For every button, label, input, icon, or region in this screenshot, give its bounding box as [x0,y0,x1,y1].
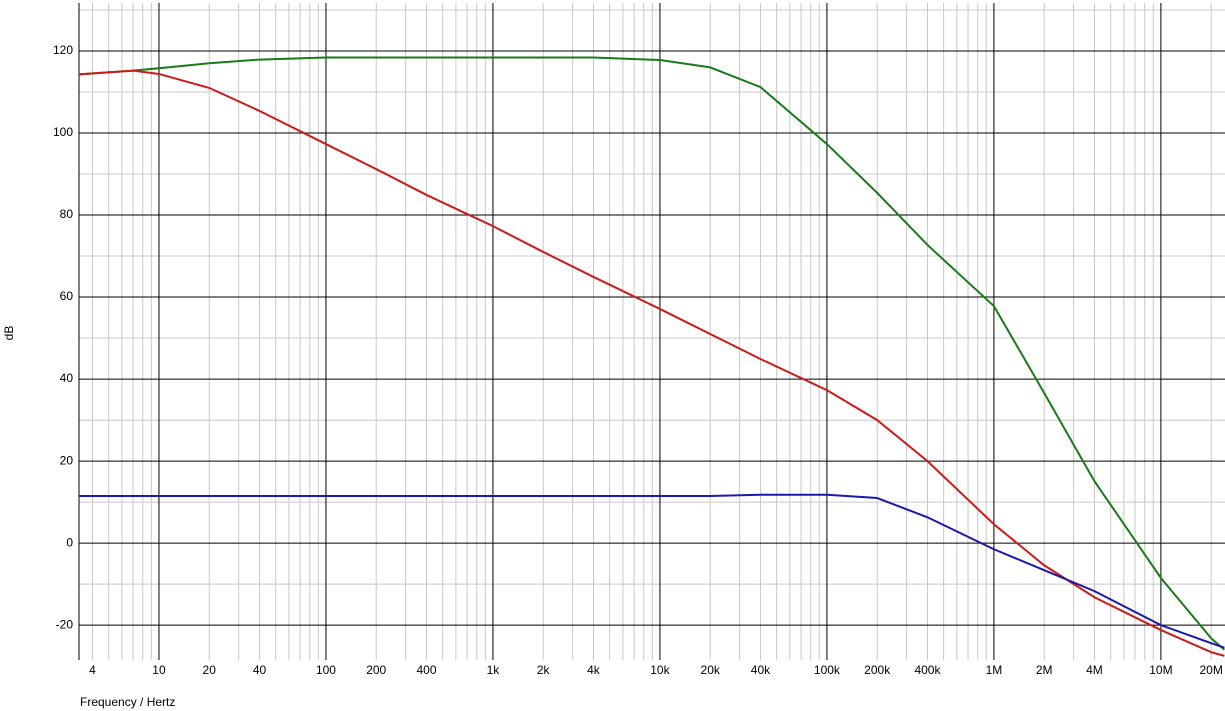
y-tick-label: 100 [53,125,73,139]
x-tick-label: 1k [487,663,501,677]
x-tick-label: 2k [537,663,551,677]
x-tick-label: 4k [587,663,601,677]
series-line [79,56,1225,651]
x-tick-label: 100 [316,663,336,677]
grid [79,3,1225,660]
x-tick-label: 200k [864,663,891,677]
y-tick-label: 120 [53,43,73,57]
y-tick-label: 0 [66,535,73,549]
y-tick-label: -20 [56,617,74,631]
x-tick-label: 400k [914,663,941,677]
x-tick-label: 40 [253,663,267,677]
x-tick-label: 4 [89,663,96,677]
x-tick-label: 10M [1149,663,1172,677]
x-axis-title: Frequency / Hertz [80,695,175,709]
y-tick-label: 60 [60,289,74,303]
x-tick-label: 200 [366,663,386,677]
series-line [79,493,1225,649]
x-tick-label: 400 [416,663,436,677]
y-tick-label: 20 [60,453,74,467]
y-tick-label: 40 [60,371,74,385]
x-tick-label: 20 [203,663,217,677]
x-tick-label: 100k [814,663,841,677]
x-tick-label: 1M [986,663,1003,677]
y-tick-label: 80 [60,207,74,221]
x-tick-label: 10 [152,663,166,677]
x-tick-label: 20k [701,663,721,677]
x-tick-label: 10k [650,663,670,677]
x-tick-label: 20M [1200,663,1223,677]
series-line [79,69,1225,657]
x-tick-label: 40k [751,663,771,677]
y-axis-title: dB [2,326,16,341]
x-tick-label: 2M [1036,663,1053,677]
x-tick-label: 4M [1086,663,1103,677]
